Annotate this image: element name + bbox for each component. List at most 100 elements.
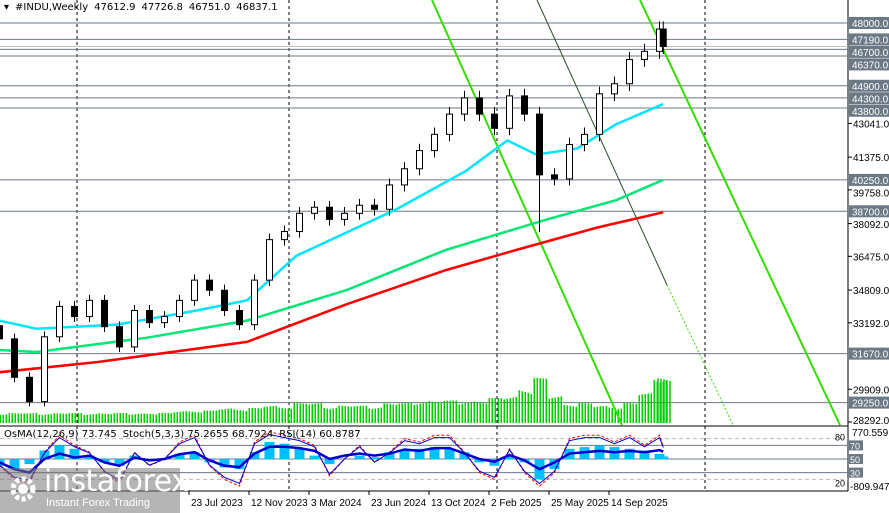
volume-bar bbox=[368, 408, 370, 423]
candle-body bbox=[26, 376, 33, 403]
volume-bar bbox=[209, 410, 211, 423]
volume-bar bbox=[128, 414, 130, 423]
volume-bar bbox=[287, 408, 289, 423]
level-label-box bbox=[849, 347, 889, 360]
osma-bar bbox=[624, 448, 635, 459]
level-label-box bbox=[849, 79, 889, 92]
osma-bar bbox=[9, 459, 20, 470]
volume-bar bbox=[410, 403, 412, 423]
volume-bar bbox=[641, 394, 643, 423]
volume-bar bbox=[644, 394, 646, 423]
channel-line-1[interactable] bbox=[431, 0, 623, 426]
volume-bar bbox=[347, 406, 349, 423]
volume-bar bbox=[170, 413, 172, 423]
volume-bar bbox=[392, 404, 394, 423]
indicator-header: OsMA(12,26,9) 73.745 Stoch(5,3,3) 75.2655… bbox=[4, 429, 367, 440]
candle-body bbox=[56, 305, 63, 338]
volume-bar bbox=[428, 401, 430, 423]
ma-mid-line bbox=[0, 178, 664, 354]
osma-label: OsMA(12,26,9) 73.745 bbox=[4, 429, 117, 440]
moving-averages bbox=[0, 102, 664, 374]
volume-bar bbox=[113, 413, 115, 423]
volume-bar bbox=[53, 413, 55, 423]
volume-bar bbox=[14, 413, 16, 423]
volume-bar bbox=[395, 404, 397, 423]
osma-bar bbox=[24, 459, 35, 465]
volume-bar bbox=[308, 404, 310, 423]
volume-bar bbox=[242, 410, 244, 423]
volume-bar bbox=[188, 411, 190, 423]
volume-bar bbox=[572, 406, 574, 423]
volume-bar bbox=[119, 413, 121, 423]
osma-bar bbox=[114, 459, 125, 466]
volume-bar bbox=[167, 413, 169, 423]
volume-bar bbox=[65, 413, 67, 423]
volume-bar bbox=[356, 406, 358, 423]
rsi-line bbox=[0, 445, 664, 474]
candle-body bbox=[641, 50, 648, 60]
volume-bar bbox=[290, 408, 292, 423]
price-tick-label: 34809.0 bbox=[853, 286, 889, 297]
volume-bar bbox=[632, 403, 634, 423]
volume-bar bbox=[605, 405, 607, 423]
time-tick-label: 14 Sep 2025 bbox=[611, 498, 668, 509]
candle-body bbox=[659, 28, 667, 48]
price-tick-label: 33192.0 bbox=[853, 319, 889, 330]
volume-bar bbox=[578, 403, 580, 423]
volume-bar bbox=[329, 408, 331, 423]
volume-bar bbox=[660, 378, 662, 423]
volume-bar bbox=[365, 405, 367, 423]
candle-body bbox=[446, 113, 453, 135]
candle-body bbox=[476, 97, 483, 115]
time-tick-label: 23 Jul 2023 bbox=[191, 498, 243, 509]
volume-bar bbox=[599, 406, 601, 423]
channel-median-ext bbox=[666, 284, 734, 426]
channel-line-2[interactable] bbox=[639, 0, 841, 426]
volume-bar bbox=[44, 414, 46, 423]
volume-bar bbox=[299, 403, 301, 423]
osma-bar bbox=[189, 452, 200, 459]
open-value: 47612.9 bbox=[94, 2, 136, 13]
volume-bar bbox=[473, 401, 475, 423]
volume-bar bbox=[359, 405, 361, 423]
volume-bar bbox=[581, 403, 583, 423]
volume-bar bbox=[8, 413, 10, 423]
volume-bar bbox=[407, 403, 409, 423]
candle-body bbox=[611, 83, 618, 95]
candle-body bbox=[566, 143, 573, 180]
volume-bar bbox=[248, 408, 250, 423]
volume-bar bbox=[20, 413, 22, 423]
collapse-icon[interactable]: ▾ bbox=[4, 2, 10, 13]
volume-bar bbox=[149, 413, 151, 423]
candle-body bbox=[101, 299, 108, 328]
osma-bar bbox=[39, 450, 50, 459]
volume-bar bbox=[569, 405, 571, 423]
volume-bar bbox=[602, 406, 604, 423]
volume-bar bbox=[224, 409, 226, 423]
volume-bar bbox=[620, 408, 622, 423]
volume-bar bbox=[548, 398, 550, 423]
volume-bar bbox=[389, 403, 391, 423]
volume-bar bbox=[38, 414, 40, 423]
volume-bar bbox=[233, 409, 235, 423]
volume-bar bbox=[161, 413, 163, 423]
volume-bar bbox=[440, 403, 442, 423]
channel-median[interactable] bbox=[536, 0, 668, 286]
time-tick-label: 25 May 2025 bbox=[551, 498, 609, 509]
level-label-box bbox=[849, 33, 889, 46]
osma-bar bbox=[369, 457, 380, 459]
candle-body bbox=[551, 174, 558, 180]
volume-bar bbox=[647, 393, 649, 423]
volume-bar bbox=[488, 398, 490, 423]
volume-bar bbox=[197, 412, 199, 423]
volume-bar bbox=[74, 413, 76, 423]
volume-bar bbox=[125, 413, 127, 423]
volume-bar bbox=[494, 398, 496, 423]
level-label: 29250.0 bbox=[852, 399, 889, 410]
volume-bar bbox=[341, 405, 343, 423]
volume-bar bbox=[515, 396, 517, 423]
osma-bar bbox=[384, 452, 395, 459]
volume-bar bbox=[158, 413, 160, 423]
level-label: 43800.0 bbox=[852, 107, 889, 118]
